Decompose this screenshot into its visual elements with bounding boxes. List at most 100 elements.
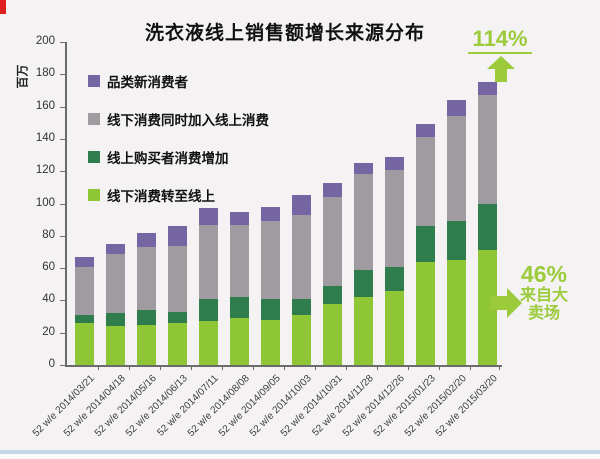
- bar-segment: [478, 203, 498, 251]
- bar-segment: [478, 250, 498, 365]
- x-tick-mark: [129, 365, 131, 370]
- legend-label: 线上购买者消费增加: [107, 151, 229, 166]
- x-tick-label: 52 w/e 2015/02/20: [402, 373, 469, 439]
- chart-title: 洗衣液线上销售额增长来源分布: [144, 23, 425, 44]
- bar-segment: [230, 318, 250, 365]
- bar-segment: [478, 95, 498, 204]
- x-tick-mark: [408, 365, 410, 370]
- bar-segment: [199, 298, 219, 322]
- bar-segment: [292, 214, 312, 299]
- bar-segment: [447, 260, 467, 365]
- x-tick-mark: [499, 365, 500, 370]
- x-tick-label: 52 w/e 2015/01/23: [371, 373, 438, 439]
- bar-segment: [261, 206, 281, 222]
- bar-segment: [137, 324, 157, 365]
- bar-segment: [354, 163, 374, 175]
- hypermarket-percent: 46%: [520, 261, 568, 287]
- bar-segment: [354, 297, 374, 365]
- y-tick-label: 140: [35, 131, 55, 144]
- bar-segment: [106, 243, 126, 254]
- bar-segment: [323, 197, 343, 286]
- y-tick-mark: [60, 138, 65, 140]
- y-tick-mark: [60, 171, 65, 173]
- bar-segment: [261, 319, 281, 365]
- bar-segment: [447, 221, 467, 261]
- y-tick-label: 80: [42, 228, 55, 241]
- arrow-right-head: [507, 288, 522, 318]
- y-tick-label: 20: [42, 325, 55, 338]
- hypermarket-annotation: 46% 来自大 卖场: [506, 261, 582, 322]
- y-tick-label: 0: [48, 358, 55, 370]
- bar-segment: [261, 221, 281, 299]
- y-tick-mark: [60, 106, 65, 108]
- x-tick-label: 52 w/e 2014/11/28: [310, 373, 376, 439]
- x-tick-label: 52 w/e 2014/05/16: [92, 373, 159, 439]
- y-tick-label: 60: [42, 261, 55, 274]
- y-tick-label: 160: [35, 99, 55, 112]
- legend-swatch-icon: [88, 75, 100, 87]
- corner-artifact: [0, 0, 6, 14]
- bar-segment: [106, 253, 126, 314]
- legend-label: 线下消费同时加入线上消费: [107, 113, 269, 128]
- hypermarket-label-line2: 卖场: [527, 304, 560, 322]
- x-tick-mark: [377, 365, 379, 370]
- bar-segment: [323, 303, 343, 365]
- x-tick-mark: [439, 365, 441, 370]
- legend-swatch-icon: [88, 113, 100, 125]
- bar-segment: [137, 310, 157, 325]
- x-tick-mark: [315, 365, 317, 370]
- bar-segment: [199, 224, 219, 299]
- x-tick-label: 52 w/e 2014/03/21: [30, 373, 97, 439]
- x-tick-label: 52 w/e 2014/06/13: [123, 373, 190, 439]
- bar-segment: [75, 256, 95, 267]
- bar-segment: [323, 182, 343, 198]
- x-tick-mark: [470, 365, 472, 370]
- x-tick-mark: [191, 365, 193, 370]
- x-tick-label: 52 w/e 2014/10/03: [247, 373, 314, 439]
- legend-label: 品类新消费者: [107, 75, 188, 90]
- bar-segment: [75, 266, 95, 315]
- bar-segment: [75, 323, 95, 365]
- arrow-up-shaft: [495, 69, 507, 82]
- x-tick-label: 52 w/e 2014/07/11: [155, 373, 221, 439]
- bar-segment: [478, 82, 498, 96]
- x-tick-mark: [160, 365, 162, 370]
- bar-segment: [168, 311, 188, 324]
- bar-segment: [292, 298, 312, 315]
- bar-segment: [385, 266, 405, 291]
- bar-segment: [168, 245, 188, 312]
- bar-segment: [230, 224, 250, 298]
- bar-segment: [292, 314, 312, 365]
- x-tick-label: 52 w/e 2014/10/31: [278, 373, 345, 439]
- legend-swatch-icon: [88, 151, 100, 163]
- x-tick-label: 52 w/e 2015/03/20: [433, 373, 500, 439]
- x-tick-mark: [253, 365, 255, 370]
- legend-swatch-icon: [88, 189, 100, 201]
- bar-segment: [447, 116, 467, 222]
- bar-segment: [354, 269, 374, 298]
- y-tick-mark: [60, 42, 65, 43]
- y-tick-label: 100: [35, 196, 55, 209]
- bar-segment: [75, 314, 95, 324]
- bar-segment: [230, 297, 250, 319]
- y-tick-label: 200: [35, 35, 55, 47]
- y-tick-label: 120: [35, 164, 55, 177]
- y-tick-mark: [60, 268, 65, 270]
- legend-item: 品类新消费者: [88, 74, 269, 90]
- plot-area: [65, 42, 502, 367]
- bar-segment: [137, 247, 157, 311]
- bar-segment: [447, 100, 467, 117]
- x-tick-label: 52 w/e 2014/09/05: [216, 373, 283, 439]
- legend: 品类新消费者线下消费同时加入线上消费 线上购买者消费增加线下消费转至线上: [88, 74, 269, 226]
- legend-item: 线下消费同时加入线上消费: [88, 112, 269, 128]
- legend-item: 线上购买者消费增加: [88, 150, 269, 166]
- x-tick-label: 52 w/e 2014/12/26: [340, 373, 407, 439]
- bar-segment: [106, 313, 126, 327]
- y-tick-mark: [60, 300, 65, 302]
- bar-segment: [385, 290, 405, 365]
- legend-item: 线下消费转至线上: [88, 188, 269, 204]
- y-tick-mark: [60, 235, 65, 237]
- x-axis-ticks: [65, 365, 500, 371]
- arrow-up-head: [487, 56, 515, 69]
- bar-segment: [168, 226, 188, 246]
